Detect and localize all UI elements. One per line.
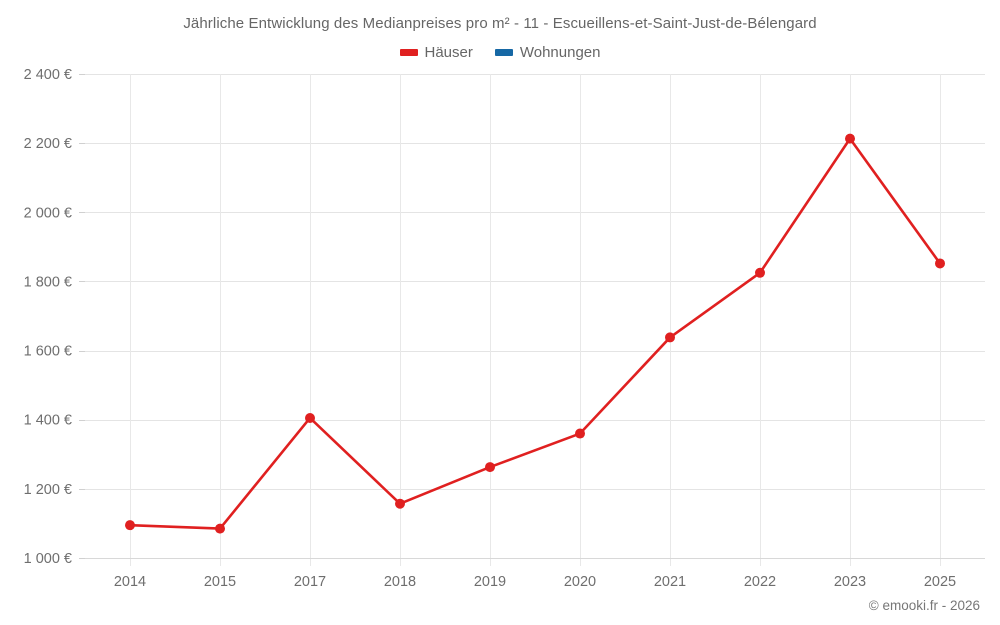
data-point[interactable]	[395, 498, 405, 509]
legend-item-hauser[interactable]: Häuser	[399, 44, 473, 61]
legend-label-wohnungen: Wohnungen	[519, 44, 601, 61]
data-point[interactable]	[575, 428, 585, 439]
x-tick-label: 2022	[744, 574, 776, 590]
grid-layer	[85, 74, 985, 566]
y-tick-label: 1 200 €	[24, 482, 72, 498]
data-point[interactable]	[665, 332, 675, 343]
series-layer	[125, 133, 945, 534]
x-tick-label: 2025	[924, 574, 956, 590]
data-point[interactable]	[125, 520, 135, 531]
data-point[interactable]	[935, 258, 945, 269]
y-tick-label: 2 400 €	[24, 67, 72, 83]
legend-swatch-wohnungen	[494, 49, 513, 56]
x-tick-label: 2018	[384, 574, 416, 590]
y-tick-label: 1 800 €	[24, 274, 72, 290]
x-tick-label: 2020	[564, 574, 596, 590]
copyright-credit: © emooki.fr - 2026	[868, 598, 980, 613]
x-tick-label: 2014	[114, 574, 146, 590]
x-tick-label: 2021	[654, 574, 686, 590]
chart-title: Jährliche Entwicklung des Medianpreises …	[183, 15, 817, 32]
y-tick-label: 2 000 €	[24, 205, 72, 221]
data-point[interactable]	[485, 462, 495, 473]
x-tick-label: 2015	[204, 574, 236, 590]
x-tick-label: 2017	[294, 574, 326, 590]
y-tick-label: 2 200 €	[24, 136, 72, 152]
legend-item-wohnungen[interactable]: Wohnungen	[494, 44, 601, 61]
legend-label-hauser: Häuser	[424, 44, 473, 61]
data-point[interactable]	[215, 523, 225, 534]
y-tick-label: 1 600 €	[24, 344, 72, 360]
chart-legend: Häuser Wohnungen	[0, 44, 1000, 61]
series-line-häuser	[128, 137, 942, 530]
x-tick-label: 2023	[834, 574, 866, 590]
legend-swatch-hauser	[399, 49, 418, 56]
y-tick-label: 1 400 €	[24, 413, 72, 429]
y-axis-labels: 1 000 € 1 200 € 1 400 € 1 600 € 1 800 € 2 000…	[24, 67, 72, 567]
axis-layer	[79, 74, 985, 559]
data-point[interactable]	[845, 133, 855, 144]
x-axis-labels: 2014 2015 2017 2018 2019 2020 2021 2022 2023 2025	[114, 574, 956, 590]
y-tick-label: 1 000 €	[24, 551, 72, 567]
data-point[interactable]	[305, 412, 315, 423]
x-tick-label: 2019	[474, 574, 506, 590]
data-point[interactable]	[755, 267, 765, 278]
